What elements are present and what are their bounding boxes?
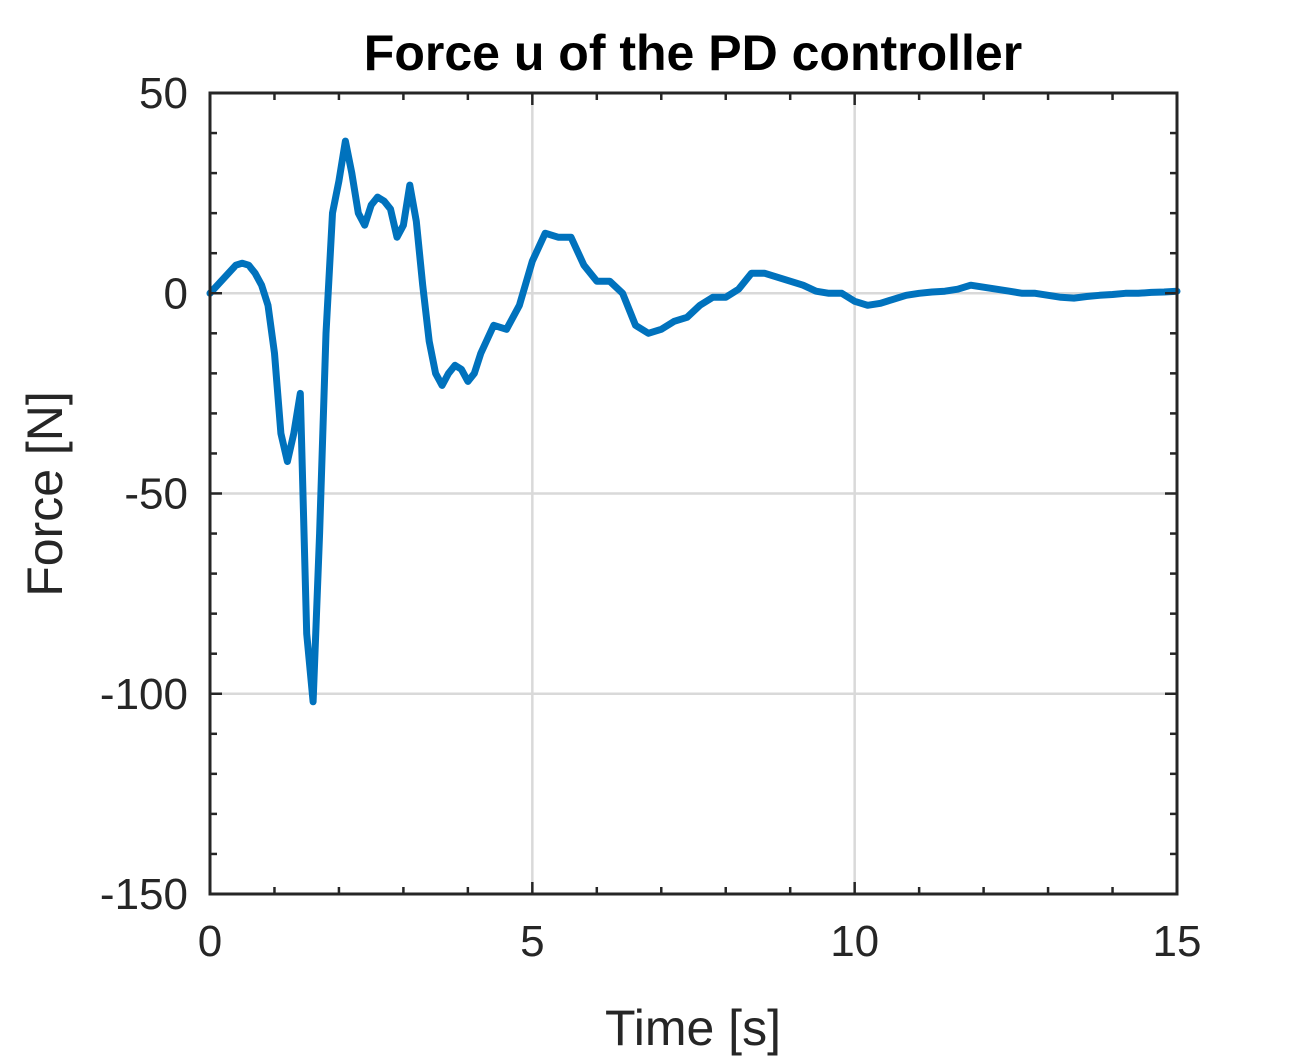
y-tick-label-0: -150 <box>100 870 188 919</box>
x-tick-label-0: 0 <box>198 917 222 966</box>
tick-marks <box>208 91 1179 896</box>
y-axis-label: Force [N] <box>17 391 73 597</box>
tick-labels: 0 5 10 15 -150 -100 -50 0 50 <box>100 69 1202 966</box>
chart-title: Force u of the PD controller <box>364 25 1022 81</box>
force-series-line <box>206 137 1181 706</box>
y-tick-label-3: 0 <box>164 269 188 318</box>
x-tick-label-2: 10 <box>830 917 879 966</box>
x-tick-label-1: 5 <box>520 917 544 966</box>
y-tick-label-1: -100 <box>100 670 188 719</box>
y-tick-label-2: -50 <box>124 470 188 519</box>
x-axis-label: Time [s] <box>605 1000 781 1056</box>
x-tick-label-3: 15 <box>1153 917 1202 966</box>
grid <box>210 93 1177 894</box>
y-tick-label-4: 50 <box>139 69 188 118</box>
